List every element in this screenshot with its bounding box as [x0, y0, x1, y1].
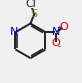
Text: S: S: [31, 9, 38, 19]
Text: Cl: Cl: [26, 0, 37, 9]
Text: N: N: [52, 27, 60, 37]
Text: -: -: [58, 42, 61, 51]
Text: +: +: [56, 25, 62, 31]
Text: N: N: [10, 27, 18, 37]
Text: O: O: [52, 38, 60, 48]
Text: O: O: [59, 22, 68, 32]
